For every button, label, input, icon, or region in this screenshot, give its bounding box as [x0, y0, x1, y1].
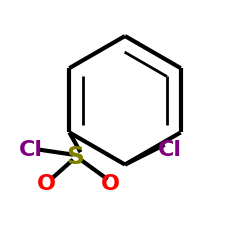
Text: Cl: Cl — [19, 140, 43, 160]
Text: Cl: Cl — [158, 140, 182, 160]
Text: O: O — [36, 174, 56, 194]
Text: O: O — [101, 174, 120, 194]
Text: S: S — [66, 145, 84, 169]
